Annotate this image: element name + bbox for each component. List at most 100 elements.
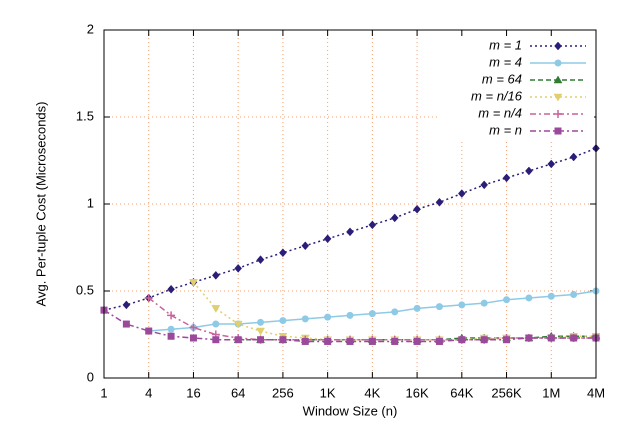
marker (167, 332, 175, 340)
marker (212, 336, 220, 344)
series-line (103, 309, 596, 343)
marker (391, 337, 399, 345)
marker (547, 334, 555, 342)
marker (553, 93, 563, 102)
marker (324, 313, 332, 321)
marker (301, 315, 309, 323)
marker (570, 290, 578, 298)
marker (525, 166, 533, 176)
legend-background (440, 36, 594, 142)
marker (301, 337, 309, 345)
y-tick-label: 0.5 (76, 282, 94, 297)
x-tick-label: 4K (364, 385, 380, 400)
x-tick-label: 4 (145, 385, 152, 400)
marker (457, 189, 466, 198)
marker (413, 204, 421, 214)
y-tick-label: 2 (87, 21, 94, 36)
marker (368, 337, 376, 345)
marker (503, 336, 511, 344)
marker (554, 127, 562, 135)
marker (480, 299, 488, 307)
marker (569, 152, 578, 162)
marker (413, 337, 421, 345)
marker (189, 323, 198, 332)
marker (145, 327, 153, 335)
marker (435, 337, 443, 345)
marker (279, 317, 287, 325)
marker (323, 234, 332, 244)
marker (122, 300, 131, 310)
marker (257, 336, 265, 344)
marker (547, 292, 555, 300)
marker (547, 159, 556, 169)
x-tick-label: 256 (272, 385, 294, 400)
marker (458, 336, 466, 344)
marker (256, 255, 265, 265)
marker (480, 336, 488, 344)
x-tick-label: 1K (320, 385, 336, 400)
plot-frame (103, 29, 597, 379)
marker (211, 305, 221, 313)
x-tick-label: 16K (406, 385, 429, 400)
marker (525, 334, 533, 342)
marker (256, 327, 265, 336)
x-tick-label: 256K (491, 385, 522, 400)
y-tick-label: 1.5 (76, 108, 94, 123)
series-line (103, 147, 597, 311)
marker (435, 303, 443, 311)
x-tick-label: 1M (542, 385, 560, 400)
marker (391, 308, 399, 316)
marker (458, 301, 466, 309)
legend-label: m = n/4 (478, 105, 522, 120)
marker (324, 337, 332, 345)
y-tick-label: 0 (87, 369, 94, 384)
marker (233, 320, 243, 329)
marker (480, 180, 489, 190)
marker (279, 248, 287, 258)
x-tick-label: 16 (186, 385, 200, 400)
marker (211, 270, 220, 280)
y-axis-label: Avg. Per-tuple Cost (Microseconds) (33, 102, 48, 307)
x-axis-label: Window Size (n) (303, 403, 398, 418)
x-tick-label: 64 (231, 385, 245, 400)
marker (503, 296, 511, 304)
marker (554, 110, 562, 118)
marker (189, 334, 197, 342)
x-tick-label: 1 (100, 385, 107, 400)
marker (346, 227, 354, 237)
x-tick-label: 64K (450, 385, 473, 400)
marker (553, 75, 563, 84)
legend-label: m = n/16 (471, 88, 523, 103)
marker (413, 304, 421, 312)
marker (257, 318, 265, 326)
marker (570, 334, 578, 342)
marker (144, 293, 153, 302)
marker (435, 197, 444, 207)
y-tick-label: 1 (87, 195, 94, 210)
marker (368, 310, 376, 318)
marker (167, 311, 176, 320)
marker (279, 336, 287, 344)
marker (122, 320, 130, 328)
legend-label: m = 1 (489, 37, 522, 52)
marker (234, 264, 243, 273)
marker (234, 336, 242, 344)
marker (554, 41, 562, 51)
marker (390, 213, 399, 223)
x-tick-label: 4M (587, 385, 605, 400)
marker (167, 325, 175, 333)
marker (346, 311, 354, 319)
marker (346, 337, 354, 345)
marker (212, 320, 220, 328)
marker (167, 284, 175, 294)
marker (525, 294, 533, 302)
legend-label: m = 4 (489, 54, 522, 69)
marker (554, 59, 562, 67)
legend-label: m = n (489, 122, 522, 137)
legend-label: m = 64 (482, 71, 522, 86)
marker (502, 173, 511, 183)
marker (301, 241, 310, 251)
marker (368, 220, 377, 230)
